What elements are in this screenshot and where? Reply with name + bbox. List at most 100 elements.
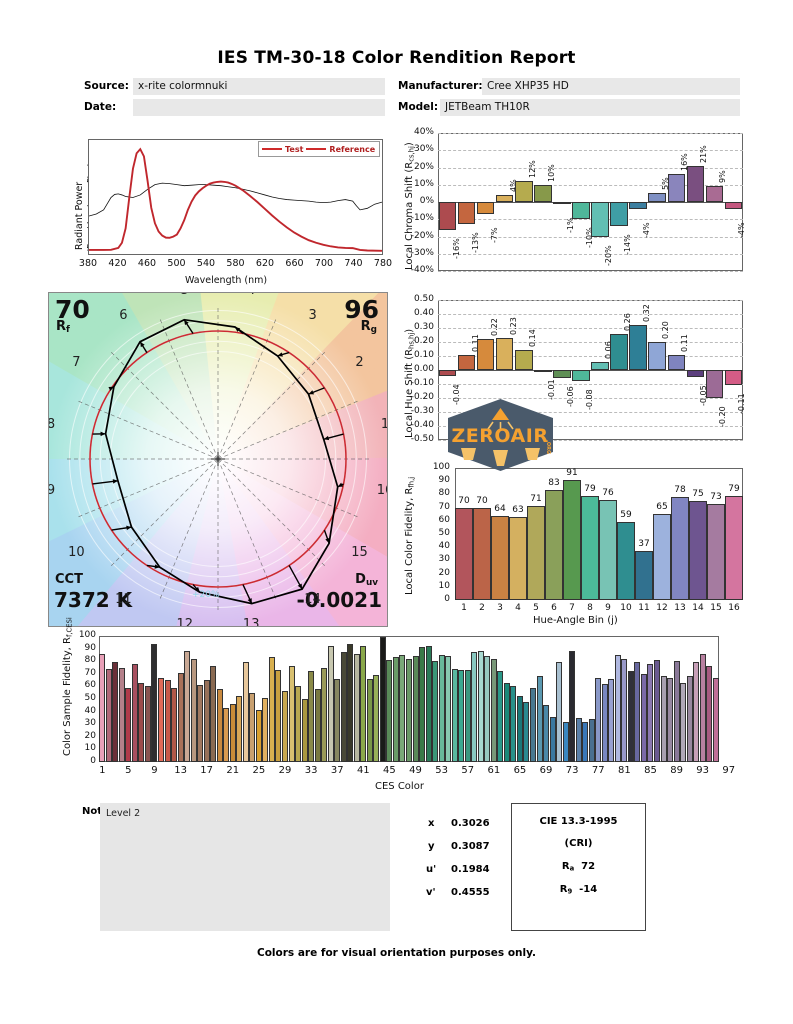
y-tick-label: -0.50 [410,434,434,444]
bar-value-label: 21% [699,144,709,163]
bar [595,677,602,762]
fidelity-ylabel: Local Color Fidelity, Rfh,j [404,476,416,595]
color-sample-fidelity-chart [99,636,719,762]
cvg-bin-label: 5 [176,293,194,298]
bar [262,697,269,762]
bar [653,659,660,762]
gridline [438,398,743,399]
spd-xlabel: Wavelength (nm) [185,275,268,286]
y-tick-label: 0% [419,196,434,206]
y-tick-label: 0.20 [413,336,434,346]
bar [405,658,412,762]
bar [99,653,106,762]
bar [617,522,635,600]
manufacturer-label: Manufacturer: [398,80,483,92]
bar-value-label: -0.01 [546,379,556,401]
bar-value-label: 59 [620,510,632,521]
bar [647,663,654,762]
cvg-bin-label: 3 [308,308,317,324]
y-tick-label: -10% [410,213,434,224]
bar [680,682,687,762]
cvg-bin-label: 9 [49,483,60,498]
bar [648,342,666,370]
y-tick-label: -0.10 [410,378,434,388]
bar [495,337,514,370]
bar [515,181,533,202]
bar [438,370,457,376]
bar [308,671,315,762]
x-tick-label: 13 [174,765,187,776]
bar [301,699,308,762]
cvg-bin-label: 11 [115,591,132,607]
y-tick-label: 30 [84,718,96,729]
spd-xtick: 420 [108,258,127,269]
notes-textarea[interactable]: Level 2 [100,803,390,931]
cvg-bin-label: 12 [176,616,194,627]
model-value[interactable]: JETBeam TH10R [440,99,740,116]
x-tick-label: 53 [435,765,448,776]
bar [515,350,533,370]
bar-value-label: 0.14 [527,329,537,348]
bar [640,673,647,762]
x-tick-label: 25 [252,765,266,776]
bar [438,654,445,762]
y-tick-label: 40% [413,127,434,137]
x-tick-label: 11 [638,603,650,613]
bar [627,671,634,762]
cvg-scale-note: +20% [192,590,220,600]
bar-value-label: 70 [476,495,488,506]
bar [673,661,680,762]
bar [529,687,536,762]
spd-xtick: 460 [137,258,157,269]
bar [476,339,495,370]
bar [629,202,647,209]
bar [527,506,545,600]
cct-label: CCT [55,572,83,587]
bar [457,202,476,225]
bar [216,688,223,762]
bar-value-label: 64 [494,503,506,514]
bar [545,490,563,600]
spd-xtick: 540 [196,258,216,269]
date-value[interactable] [133,99,385,116]
manufacturer-value[interactable]: Cree XHP35 HD [482,78,740,95]
x-tick-label: 13 [674,603,686,613]
ces-xlabel: CES Color [375,781,424,792]
bar [197,685,204,762]
bar-value-label: 76 [602,487,614,498]
bar [503,682,510,762]
x-tick-label: 93 [696,765,710,776]
bar [125,687,132,762]
x-tick-label: 37 [330,765,344,776]
footer-note: Colors are for visual orientation purpos… [257,947,536,959]
spd-xtick: 380 [78,258,98,269]
bar-value-label: -4% [737,222,747,238]
svg-text:.ORG: .ORG [545,440,551,454]
cvg-bin-label: 13 [242,616,260,627]
x-tick-label: 77 [591,765,605,776]
duv-label: Duv [355,572,378,589]
source-value[interactable]: x-rite colormnuki [133,78,385,95]
y-tick-label: 100 [432,462,450,472]
rf-value: 70 [55,295,90,324]
bar-value-label: -13% [470,232,480,254]
bar [473,507,491,600]
bar [635,551,653,600]
y-tick-label: 50 [84,693,96,703]
bar [549,716,556,762]
bar-value-label: 91 [566,467,578,478]
bar-value-label: -7% [489,227,499,244]
cri-r9-label: R9 [559,884,573,896]
gridline [438,384,743,385]
bar [392,657,399,762]
bar [314,688,321,762]
bar-value-label: 0.22 [489,318,499,337]
bar [464,670,471,762]
spd-xtick: 700 [314,258,334,269]
x-tick-label: 16 [728,603,740,613]
bar [582,721,589,762]
cvg-bin-label: 4 [242,293,260,298]
page-title: IES TM-30-18 Color Rendition Report [217,48,576,68]
y-tick-label: 80 [438,488,450,499]
bar [379,637,386,762]
